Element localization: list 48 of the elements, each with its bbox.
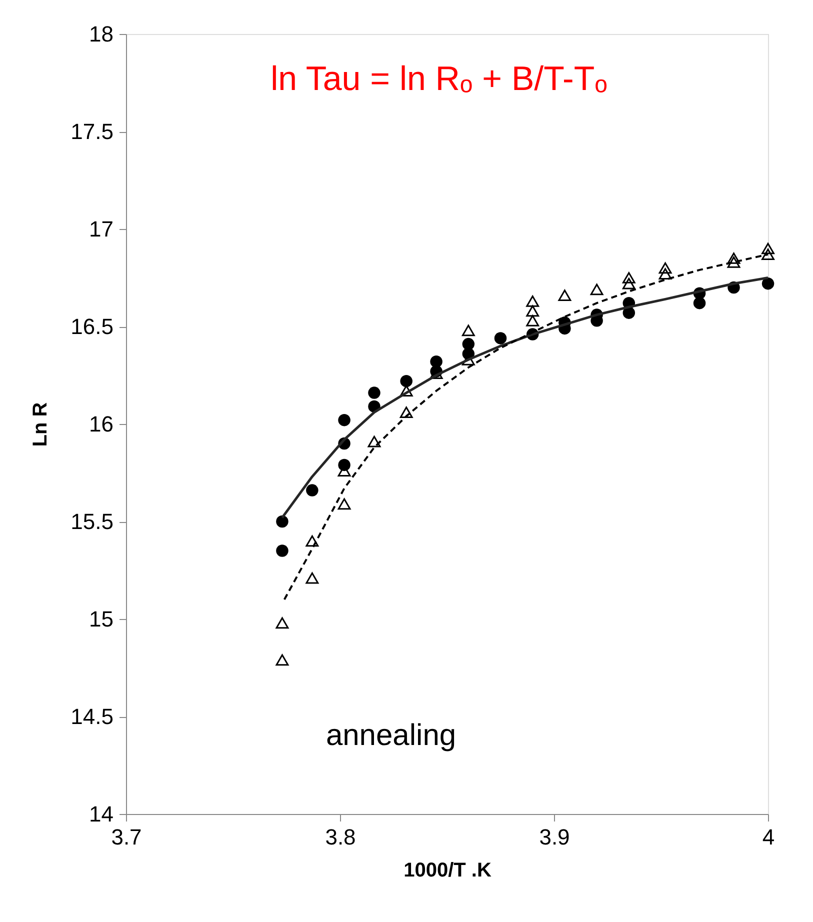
y-tick-label: 14.5: [70, 704, 114, 729]
point: [306, 535, 319, 547]
y-tick-label: 16: [89, 412, 114, 436]
x-tick-label: 4: [762, 824, 775, 850]
annotation: ln Tau = ln Rₒ + B/T-Tₒ: [270, 60, 608, 98]
point: [658, 262, 672, 274]
point: [338, 414, 350, 426]
point: [693, 296, 706, 310]
point: [306, 484, 318, 496]
point: [727, 256, 740, 268]
y-tick-label: 18: [89, 22, 114, 46]
point: [276, 515, 288, 528]
point: [400, 406, 413, 418]
point: [622, 278, 636, 290]
y-tick-label: 16.5: [70, 314, 114, 339]
point: [526, 314, 540, 326]
y-tick-label: 15.5: [70, 509, 114, 534]
annotation: annealing: [326, 719, 456, 752]
point: [762, 277, 774, 290]
point: [658, 268, 672, 280]
point: [462, 324, 475, 336]
x-tick-label: 3.8: [325, 824, 356, 850]
point: [276, 654, 289, 666]
point: [368, 386, 380, 399]
point: [727, 252, 740, 264]
y-tick-label: 17: [89, 216, 114, 242]
point: [276, 617, 289, 629]
point: [762, 248, 774, 260]
point: [306, 572, 319, 584]
y-axis-title: Ln R: [30, 402, 52, 447]
point: [276, 544, 288, 557]
point: [526, 295, 540, 307]
point: [558, 290, 572, 301]
point: [762, 242, 774, 254]
point: [338, 498, 351, 510]
point: [526, 305, 540, 317]
x-axis-title: 1000/T .K: [404, 860, 492, 882]
point: [494, 332, 507, 344]
x-tick-label: 3.7: [111, 824, 142, 850]
point: [622, 272, 636, 284]
point: [590, 284, 604, 296]
y-tick-label: 15: [89, 606, 114, 632]
point: [400, 374, 412, 388]
point: [368, 436, 381, 448]
point: [400, 385, 413, 397]
x-tick-label: 3.9: [539, 824, 570, 850]
y-tick-label: 14: [89, 802, 114, 826]
y-tick-label: 17.5: [70, 119, 114, 144]
